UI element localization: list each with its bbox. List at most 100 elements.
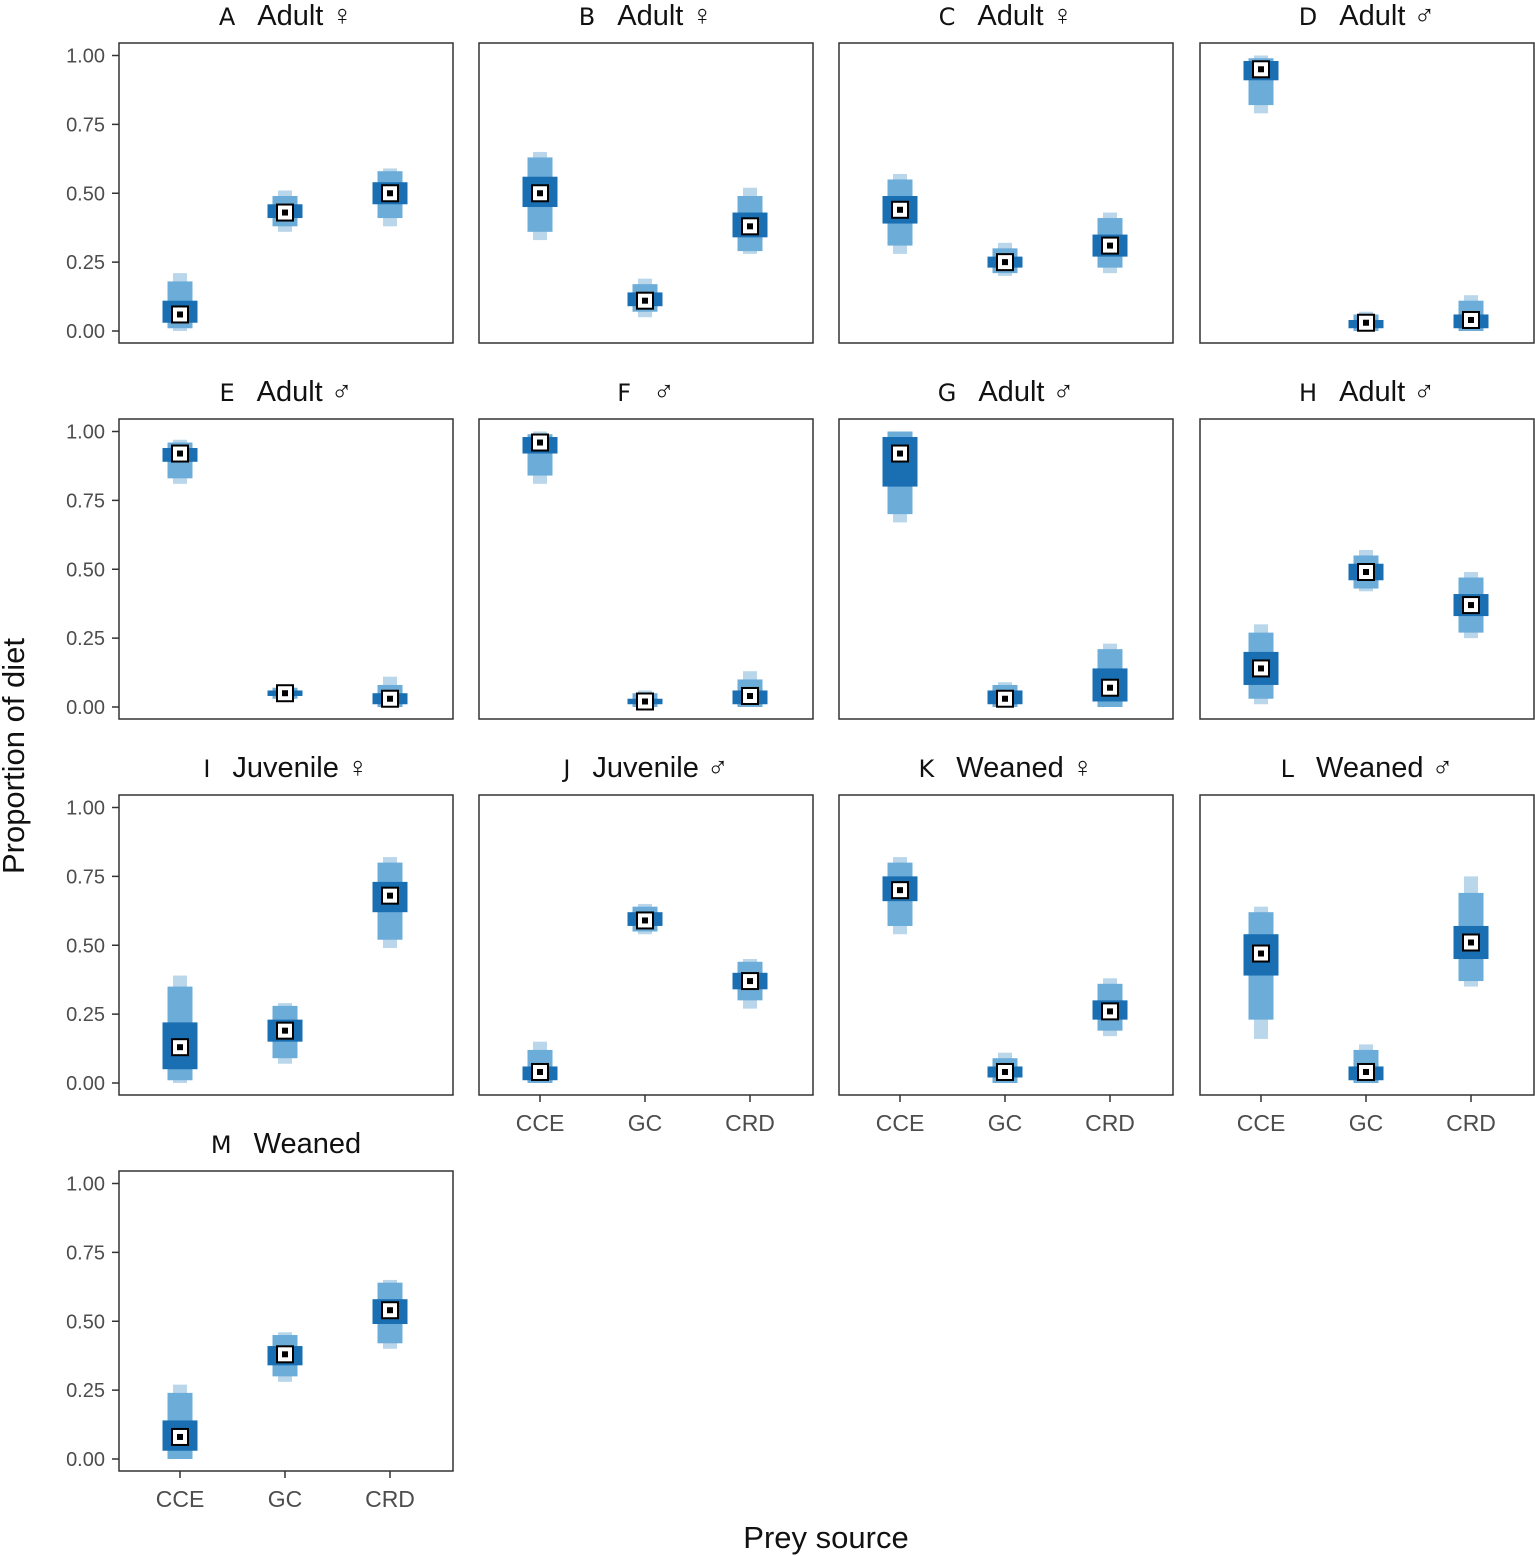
median-dot [387,892,393,899]
median-dot [1363,319,1369,326]
y-tick-label: 0.00 [66,1073,105,1095]
y-tick-label: 1.00 [66,422,105,444]
panel-group-label: Adult ♀ [257,0,353,32]
median-dot [897,450,903,457]
median-dot [1107,1008,1113,1015]
source-gc [267,684,303,703]
y-tick-label: 0.75 [66,114,105,136]
source-crd [1453,572,1489,639]
panel-frame [478,418,814,720]
y-tick-label: 0.25 [66,1380,105,1402]
median-dot [1002,1068,1008,1075]
source-crd [1092,212,1128,274]
source-cce [1243,624,1279,705]
panel-b: B Adult ♀ [478,0,814,344]
panel-letter: B [579,3,595,31]
panel-group-label: Weaned ♀ [956,752,1093,784]
panel-group-label: Adult ♂ [978,376,1074,408]
panel-frame [118,1170,454,1472]
panel-letter: M [211,1131,232,1159]
y-tick-label: 0.00 [66,1449,105,1471]
panel-title: C Adult ♀ [939,0,1074,32]
panel-title: L Weaned ♂ [1281,752,1454,784]
panel-frame [1199,42,1535,344]
panel-frame [838,794,1174,1096]
source-gc [1348,1044,1384,1083]
x-axis-title: Prey source [743,1520,908,1555]
median-dot [1002,695,1008,702]
median-dot [1107,684,1113,691]
panel-letter: J [561,755,570,783]
panel-group-label: Adult ♀ [977,0,1073,32]
source-crd [372,1279,408,1349]
source-cce [522,151,558,241]
panel-letter: A [219,3,236,31]
x-tick-label: CRD [1085,1110,1135,1136]
median-dot [1363,569,1369,576]
panel-title: A Adult ♀ [219,0,353,32]
median-dot [747,223,753,230]
panel-title: G Adult ♂ [938,376,1075,408]
median-dot [642,917,648,924]
y-axis-title: Proportion of diet [0,638,31,874]
panel-l: L Weaned ♂ CCE GC CRD [1199,752,1535,1136]
source-cce [522,431,558,484]
median-dot [1258,66,1264,73]
panel-letter: E [219,379,234,407]
panel-frame [1199,418,1535,720]
panel-frame [118,42,454,344]
source-crd [732,671,768,707]
x-tick-label: GC [268,1486,303,1512]
panel-letter: G [938,379,957,407]
median-dot [177,450,183,457]
panel-title: B Adult ♀ [579,0,713,32]
source-cce [1243,55,1279,114]
median-dot [282,1027,288,1034]
panel-title: I Juvenile ♀ [203,752,368,784]
panel-letter: D [1299,3,1317,31]
source-cce [1243,906,1279,1039]
panel-title: K Weaned ♀ [918,752,1093,784]
source-crd [372,168,408,227]
panel-g: G Adult ♂ [838,376,1174,720]
panel-group-label: Adult ♂ [1339,0,1435,32]
y-tick-label: 1.00 [66,1174,105,1196]
source-cce [522,1041,558,1083]
panel-frame [838,42,1174,344]
median-dot [1258,665,1264,672]
source-gc [627,903,663,935]
median-dot [282,1351,288,1358]
median-dot [642,698,648,705]
median-dot [642,297,648,304]
panel-letter: H [1299,379,1317,407]
median-dot [1363,1068,1369,1075]
median-dot [897,206,903,213]
source-crd [732,959,768,1009]
median-dot [282,209,288,216]
panel-title: D Adult ♂ [1299,0,1435,32]
x-tick-label: CCE [1237,1110,1286,1136]
y-tick-label: 0.50 [66,559,105,581]
panel-letter: L [1281,755,1295,783]
panel-letter: K [918,755,935,783]
panel-frame [1199,794,1535,1096]
source-gc [267,190,303,232]
panels: A Adult ♀ 0.00 0.25 0.50 0.75 1.00 B Adult ♀ C Adu… [66,0,1535,1512]
panel-group-label: Weaned ♂ [1316,752,1453,784]
source-gc [987,242,1023,276]
x-tick-label: CCE [156,1486,205,1512]
panel-group-label: Adult ♂ [257,376,353,408]
median-dot [1002,259,1008,266]
source-gc [627,278,663,318]
y-tick-label: 0.75 [66,1242,105,1264]
source-gc [267,1332,303,1382]
source-crd [372,676,408,708]
median-dot [177,1433,183,1440]
source-gc [987,682,1023,708]
source-crd [372,857,408,949]
panel-group-label: Juvenile ♂ [592,752,728,784]
source-crd [1453,295,1489,331]
x-tick-label: GC [628,1110,663,1136]
median-dot [747,978,753,985]
